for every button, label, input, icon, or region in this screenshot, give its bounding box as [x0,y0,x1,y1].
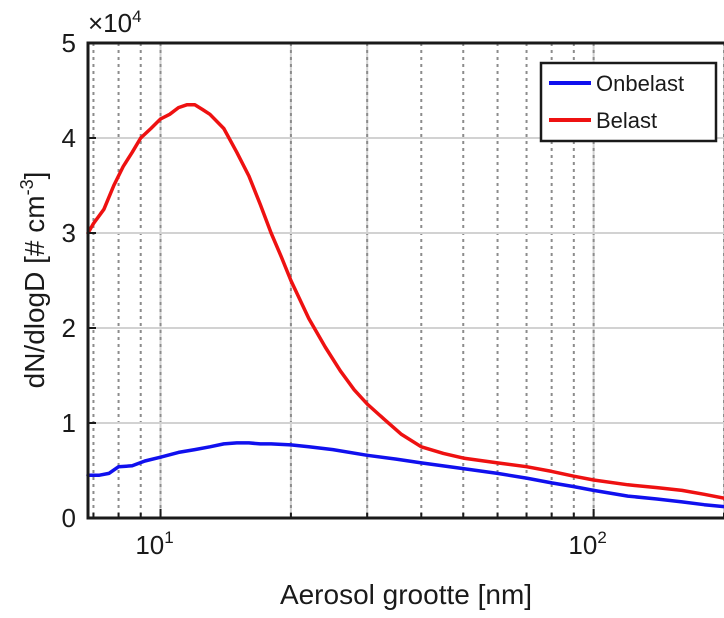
y-tick-label: 2 [62,313,76,343]
legend-label-onbelast: Onbelast [596,71,684,96]
y-tick-label: 1 [62,408,76,438]
legend-box [539,61,718,143]
y-tick-label: 0 [62,503,76,533]
y-axis-title: dN/dlogD [# cm-3] [17,172,50,389]
x-tick-label: 101 [135,528,173,560]
axis-ticks: 0 1 2 3 4 5 101 102 [62,28,724,560]
plot-frame [86,41,724,520]
y-tick-label: 4 [62,123,76,153]
y-multiplier: ×104 [88,7,142,38]
x-axis-title: Aerosol grootte [nm] [280,579,532,610]
y-tick-label: 3 [62,218,76,248]
legend: Onbelast Belast [539,61,718,143]
y-tick-label: 5 [62,28,76,58]
legend-label-belast: Belast [596,108,657,133]
series-line-onbelast [86,441,724,509]
series-line-belast [86,103,724,500]
series-lines [86,103,724,509]
x-tick-label: 102 [568,528,606,560]
